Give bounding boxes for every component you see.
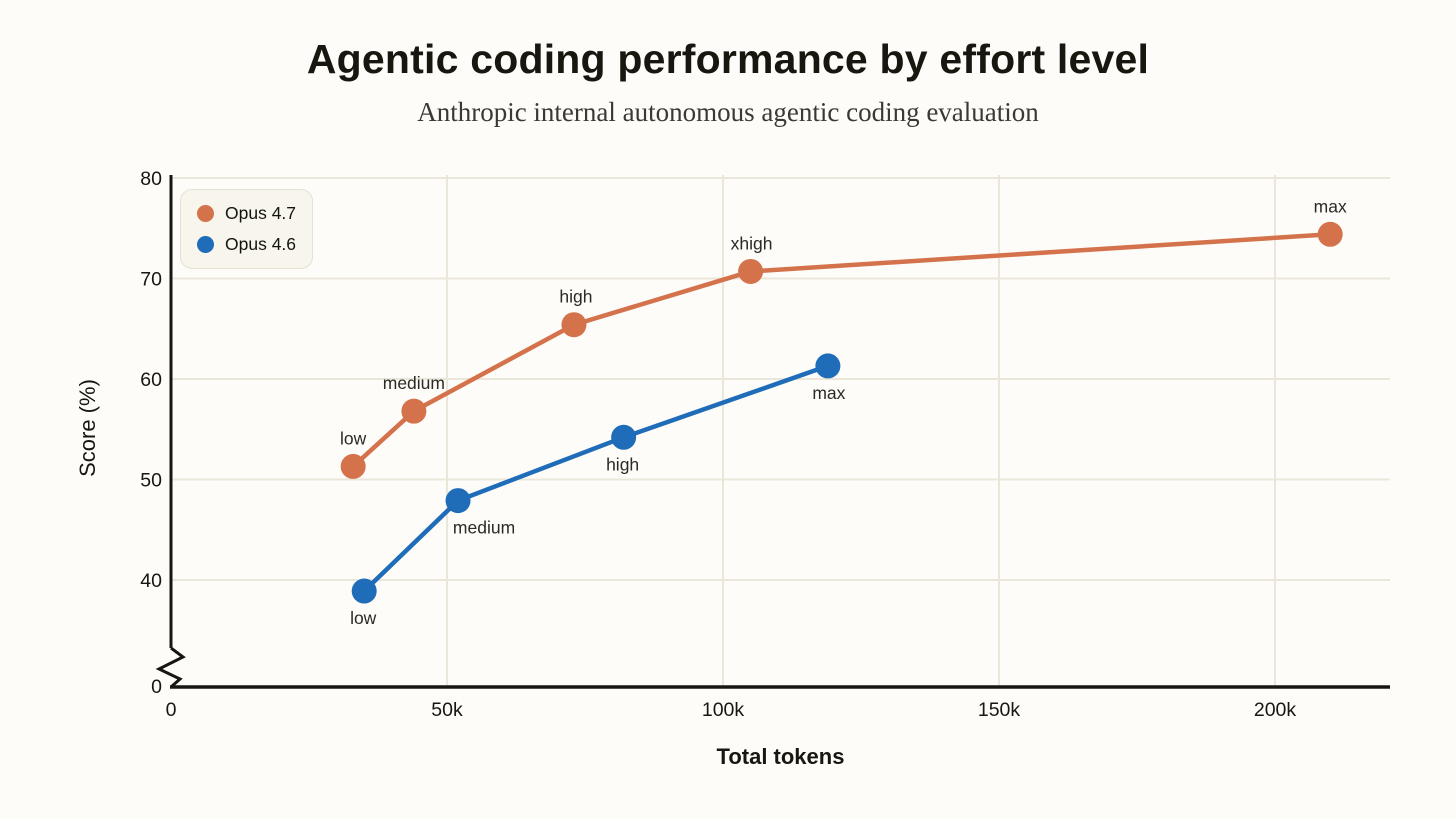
x-tick-label-50k: 50k	[431, 699, 463, 721]
x-tick-label-150k: 150k	[978, 699, 1021, 721]
legend-item-opus-4-7: Opus 4.7	[197, 203, 296, 224]
point-label-opus-4-6-high: high	[606, 454, 639, 474]
point-label-opus-4-7-low: low	[340, 428, 367, 448]
point-label-opus-4-7-max: max	[1314, 196, 1347, 216]
y-tick-label-origin: 0	[151, 676, 162, 698]
y-tick-label-70: 70	[140, 269, 162, 291]
chart-subtitle: Anthropic internal autonomous agentic co…	[417, 97, 1039, 127]
point-label-opus-4-6-medium: medium	[453, 518, 515, 538]
chart-title: Agentic coding performance by effort lev…	[306, 36, 1150, 82]
point-label-opus-4-7-medium: medium	[383, 373, 445, 393]
data-point-opus-4-7-low	[340, 453, 366, 479]
data-point-opus-4-6-medium	[445, 488, 471, 514]
data-point-opus-4-7-high	[561, 312, 587, 338]
y-tick-label-40: 40	[140, 570, 162, 592]
legend-item-opus-4-6: Opus 4.6	[197, 234, 296, 255]
point-label-opus-4-7-high: high	[559, 287, 592, 307]
x-tick-label-0: 0	[166, 699, 177, 721]
x-axis-title: Total tokens	[716, 744, 845, 769]
y-axis-break-icon	[155, 646, 186, 689]
data-point-opus-4-7-medium	[401, 398, 427, 424]
series-line-opus-4-7	[350, 232, 1333, 469]
data-point-opus-4-7-xhigh	[738, 258, 764, 284]
y-tick-label-80: 80	[140, 168, 162, 190]
legend-swatch-orange-icon	[197, 205, 214, 222]
legend-label-opus-4-6: Opus 4.6	[225, 234, 297, 254]
y-tick-label-60: 60	[140, 369, 162, 391]
y-tick-label-50: 50	[140, 470, 162, 492]
point-label-opus-4-7-xhigh: xhigh	[731, 233, 773, 253]
series-line-opus-4-6	[361, 363, 831, 594]
data-point-opus-4-6-high	[611, 424, 637, 450]
legend: Opus 4.7 Opus 4.6	[180, 189, 314, 269]
data-point-opus-4-6-low	[351, 578, 377, 604]
x-tick-label-100k: 100k	[702, 699, 745, 721]
x-tick-label-200k: 200k	[1254, 699, 1297, 721]
legend-label-opus-4-7: Opus 4.7	[225, 203, 297, 223]
data-point-opus-4-6-max	[815, 353, 841, 379]
legend-swatch-blue-icon	[197, 236, 214, 253]
point-label-opus-4-6-low: low	[350, 608, 377, 628]
point-label-opus-4-6-max: max	[812, 383, 845, 403]
data-point-opus-4-7-max	[1317, 221, 1343, 247]
